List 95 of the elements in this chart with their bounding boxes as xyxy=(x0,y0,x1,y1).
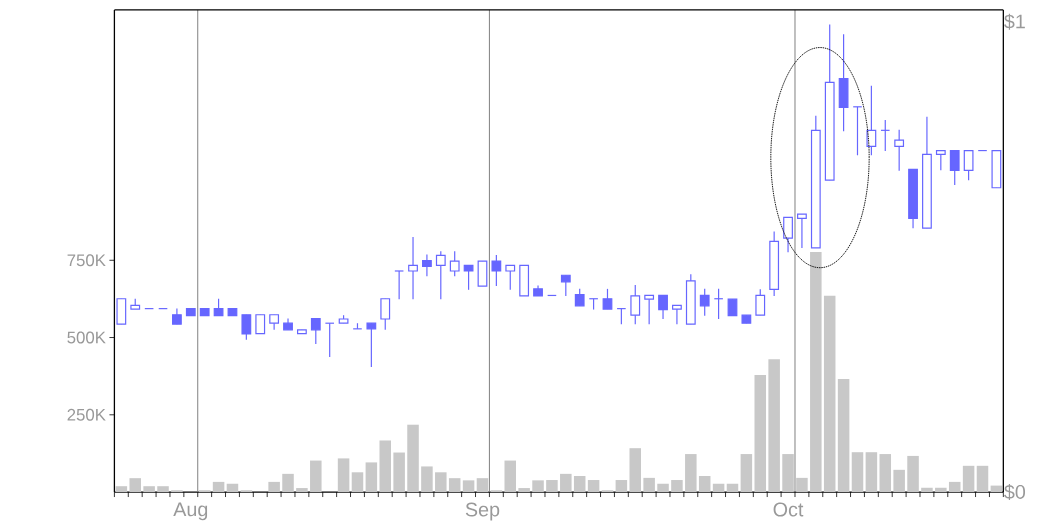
bar xyxy=(948,481,961,493)
bar xyxy=(726,483,739,493)
bar xyxy=(865,452,878,493)
bar xyxy=(310,460,322,493)
bar xyxy=(476,478,489,493)
bar xyxy=(365,462,378,493)
bar xyxy=(268,481,280,493)
bar xyxy=(685,454,697,493)
bar xyxy=(907,456,919,493)
bar xyxy=(407,424,419,493)
candlestick xyxy=(755,288,766,316)
candlestick xyxy=(394,270,405,300)
candlestick xyxy=(880,119,891,152)
bar xyxy=(976,465,989,493)
bar xyxy=(921,487,933,493)
bar xyxy=(379,440,392,493)
bar xyxy=(337,458,350,493)
y2-tick-label: $0 xyxy=(1004,484,1026,501)
bar xyxy=(643,477,655,493)
bar xyxy=(157,486,169,493)
bar xyxy=(393,452,405,493)
x-tick-label: Oct xyxy=(773,502,804,517)
bar xyxy=(296,488,308,493)
candlestick xyxy=(658,294,668,320)
bar xyxy=(879,454,892,493)
y-tick-label: 750K xyxy=(67,254,106,267)
bar xyxy=(115,486,128,493)
candlestick xyxy=(255,314,266,335)
candlestick xyxy=(560,274,571,297)
candlestick xyxy=(630,284,641,325)
candlestick xyxy=(449,250,460,277)
candlestick xyxy=(783,216,793,253)
bar xyxy=(351,472,364,493)
candlestick xyxy=(435,250,446,300)
candlestick xyxy=(366,322,377,368)
candlestick xyxy=(797,213,807,249)
bar xyxy=(421,466,433,493)
bar xyxy=(282,473,294,493)
bar xyxy=(768,359,780,493)
bar xyxy=(560,473,572,493)
bar xyxy=(573,476,586,493)
bar xyxy=(143,486,155,493)
bar xyxy=(629,448,642,493)
bar xyxy=(448,478,461,493)
bar xyxy=(435,472,447,493)
bar xyxy=(698,476,711,493)
bar xyxy=(754,375,767,493)
bar xyxy=(851,452,864,493)
bar xyxy=(823,295,836,493)
candlestick xyxy=(672,304,682,325)
candlestick xyxy=(310,318,321,345)
bar xyxy=(657,483,669,493)
bar xyxy=(712,483,725,493)
bar xyxy=(532,480,544,493)
candlestick xyxy=(324,322,335,358)
bar xyxy=(129,478,141,493)
bar xyxy=(518,488,530,493)
candlestick xyxy=(949,150,960,186)
bar xyxy=(962,465,975,493)
bar xyxy=(740,454,753,493)
bar xyxy=(837,379,850,493)
candlestick xyxy=(866,85,877,156)
bar xyxy=(615,480,628,493)
bar xyxy=(462,480,475,493)
candlestick xyxy=(713,288,724,320)
bar xyxy=(782,454,794,493)
candlestick xyxy=(963,150,974,181)
candlestick xyxy=(894,129,905,172)
candlestick xyxy=(241,314,252,341)
candlestick xyxy=(852,106,863,156)
bar xyxy=(504,460,517,493)
bar xyxy=(893,469,905,493)
bar xyxy=(587,480,600,493)
bar xyxy=(935,487,947,493)
candlestick xyxy=(408,236,418,300)
y2-tick-label: $1 xyxy=(1004,13,1025,30)
candlestick xyxy=(644,294,655,325)
bar xyxy=(226,483,239,493)
candlestick xyxy=(491,254,502,287)
x-tick-label: Aug xyxy=(173,502,208,521)
bar xyxy=(810,252,822,493)
bar xyxy=(546,480,558,493)
y-tick-label: 500K xyxy=(67,331,106,344)
candlestick xyxy=(699,288,710,317)
candlestick xyxy=(422,254,432,277)
candlestick xyxy=(505,264,516,291)
candlestick xyxy=(602,288,613,310)
candlestick xyxy=(380,298,391,331)
candlestick xyxy=(463,264,474,291)
x-tick-label: Sep xyxy=(465,502,500,521)
bar xyxy=(796,477,808,493)
bar xyxy=(212,481,225,493)
y-tick-label: 250K xyxy=(67,408,106,421)
candlestick xyxy=(935,150,946,172)
bar xyxy=(671,480,683,493)
